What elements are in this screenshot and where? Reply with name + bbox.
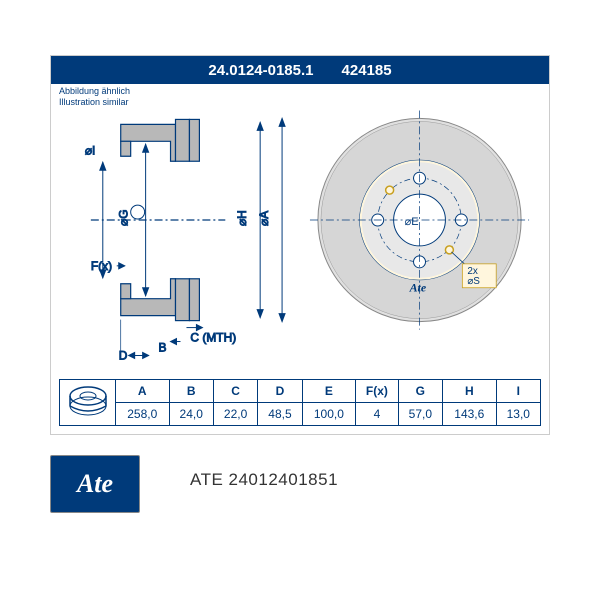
table-icon-cell — [60, 380, 116, 426]
spec-card: 24.0124-0185.1 424185 Abbildung ähnlich … — [50, 55, 550, 435]
label-oh: ⌀H — [235, 210, 249, 226]
th-d: D — [258, 380, 302, 403]
label-b: B — [159, 340, 167, 354]
th-e: E — [302, 380, 356, 403]
th-b: B — [169, 380, 213, 403]
brand-logo-box: Ate — [50, 455, 140, 513]
label-oi: ⌀I — [85, 143, 96, 157]
label-os: ⌀S — [467, 276, 480, 287]
label-c: C (MTH) — [190, 331, 236, 345]
th-g: G — [398, 380, 442, 403]
td-d: 48,5 — [258, 403, 302, 426]
disc-icon — [66, 382, 110, 420]
td-g: 57,0 — [398, 403, 442, 426]
part-number-2: 424185 — [342, 62, 392, 79]
technical-drawing: ⌀I ⌀G ⌀H ⌀A F(x) B — [51, 84, 549, 364]
label-oe: ⌀E — [405, 216, 419, 228]
td-a: 258,0 — [116, 403, 170, 426]
td-f: 4 — [356, 403, 399, 426]
label-og: ⌀G — [117, 210, 131, 226]
diagram-area: ⌀I ⌀G ⌀H ⌀A F(x) B — [51, 84, 549, 364]
label-oa: ⌀A — [257, 211, 271, 226]
td-b: 24,0 — [169, 403, 213, 426]
part-label: ATE 24012401851 — [190, 470, 338, 490]
th-h: H — [443, 380, 497, 403]
td-i: 13,0 — [496, 403, 540, 426]
title-bar: 24.0124-0185.1 424185 — [51, 56, 549, 84]
brand-logo-text: Ate — [77, 469, 113, 499]
svg-text:Ate: Ate — [409, 281, 427, 295]
label-d: D — [119, 348, 128, 362]
label-fx: F(x) — [91, 259, 112, 273]
th-a: A — [116, 380, 170, 403]
th-i: I — [496, 380, 540, 403]
td-e: 100,0 — [302, 403, 356, 426]
td-h: 143,6 — [443, 403, 497, 426]
data-table: A B C D E F(x) G H I 258,0 24,0 22,0 48,… — [59, 379, 541, 426]
th-c: C — [213, 380, 257, 403]
th-f: F(x) — [356, 380, 399, 403]
part-number-1: 24.0124-0185.1 — [208, 62, 313, 79]
td-c: 22,0 — [213, 403, 257, 426]
